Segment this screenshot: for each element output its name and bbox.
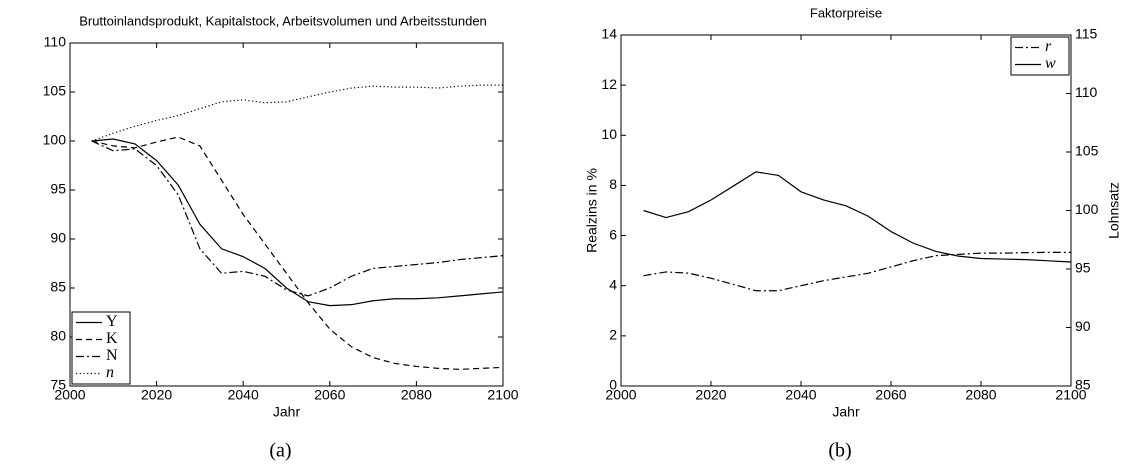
y-tick-label: 95: [50, 181, 66, 197]
y-tick-label: 90: [50, 230, 66, 246]
x-tick-label: 2060: [314, 387, 345, 403]
series-line: [91, 138, 504, 307]
x-tick-label: 2000: [605, 387, 636, 403]
x-axis-label: Jahr: [273, 404, 301, 420]
x-tick-label: 2060: [875, 387, 906, 403]
y-tick-label: 0: [609, 377, 617, 393]
y2-tick-label: 95: [1075, 260, 1091, 276]
y2-tick-label: 100: [1075, 201, 1099, 217]
y-axis-label: Realzins in %: [584, 168, 600, 253]
legend-label: Y: [106, 313, 118, 330]
series-line: [643, 171, 1072, 263]
legend-box: [1010, 36, 1070, 76]
chart-title: Faktorpreise: [810, 5, 882, 20]
y2-axis-label: Lohnsatz: [1106, 182, 1122, 239]
x-tick-label: 2080: [401, 387, 432, 403]
x-tick-label: 2020: [695, 387, 726, 403]
y-tick-label: 80: [50, 328, 66, 344]
y-tick-label: 2: [609, 327, 617, 343]
y-tick-label: 8: [609, 176, 617, 192]
y-tick-label: 12: [601, 76, 617, 92]
y-tick-label: 110: [44, 34, 67, 50]
y2-tick-label: 85: [1075, 377, 1091, 393]
y-tick-label: 75: [50, 377, 66, 393]
x-tick-label: 2100: [1055, 387, 1086, 403]
legend-box: [71, 311, 131, 385]
y-tick-label: 14: [601, 26, 617, 42]
y2-tick-label: 110: [1075, 84, 1098, 100]
legend-label: K: [106, 330, 118, 347]
y-tick-label: 100: [43, 132, 67, 148]
legend-label: r: [1045, 38, 1052, 55]
legend-label: w: [1045, 55, 1056, 72]
caption: (b): [828, 440, 851, 462]
y2-tick-label: 115: [1075, 26, 1098, 42]
legend-label: n: [106, 364, 114, 381]
y-tick-label: 105: [43, 83, 67, 99]
chart-title: Bruttoinlandsprodukt, Kapitalstock, Arbe…: [79, 13, 487, 28]
caption: (a): [269, 440, 291, 462]
y2-tick-label: 105: [1075, 143, 1099, 159]
y-tick-label: 6: [609, 226, 617, 242]
x-axis-label: Jahr: [832, 404, 860, 420]
y-tick-label: 4: [609, 276, 617, 292]
legend-label: N: [106, 347, 118, 364]
plot-area: [69, 42, 504, 387]
y-tick-label: 10: [601, 126, 617, 142]
x-tick-label: 2100: [487, 387, 518, 403]
x-tick-label: 2040: [228, 387, 259, 403]
x-tick-label: 2080: [965, 387, 996, 403]
series-line: [91, 136, 504, 370]
y2-tick-label: 90: [1075, 318, 1091, 334]
x-tick-label: 2040: [785, 387, 816, 403]
y-tick-label: 85: [50, 279, 66, 295]
x-tick-label: 2020: [141, 387, 172, 403]
x-tick-label: 2000: [54, 387, 85, 403]
plot-area: [620, 34, 1072, 387]
